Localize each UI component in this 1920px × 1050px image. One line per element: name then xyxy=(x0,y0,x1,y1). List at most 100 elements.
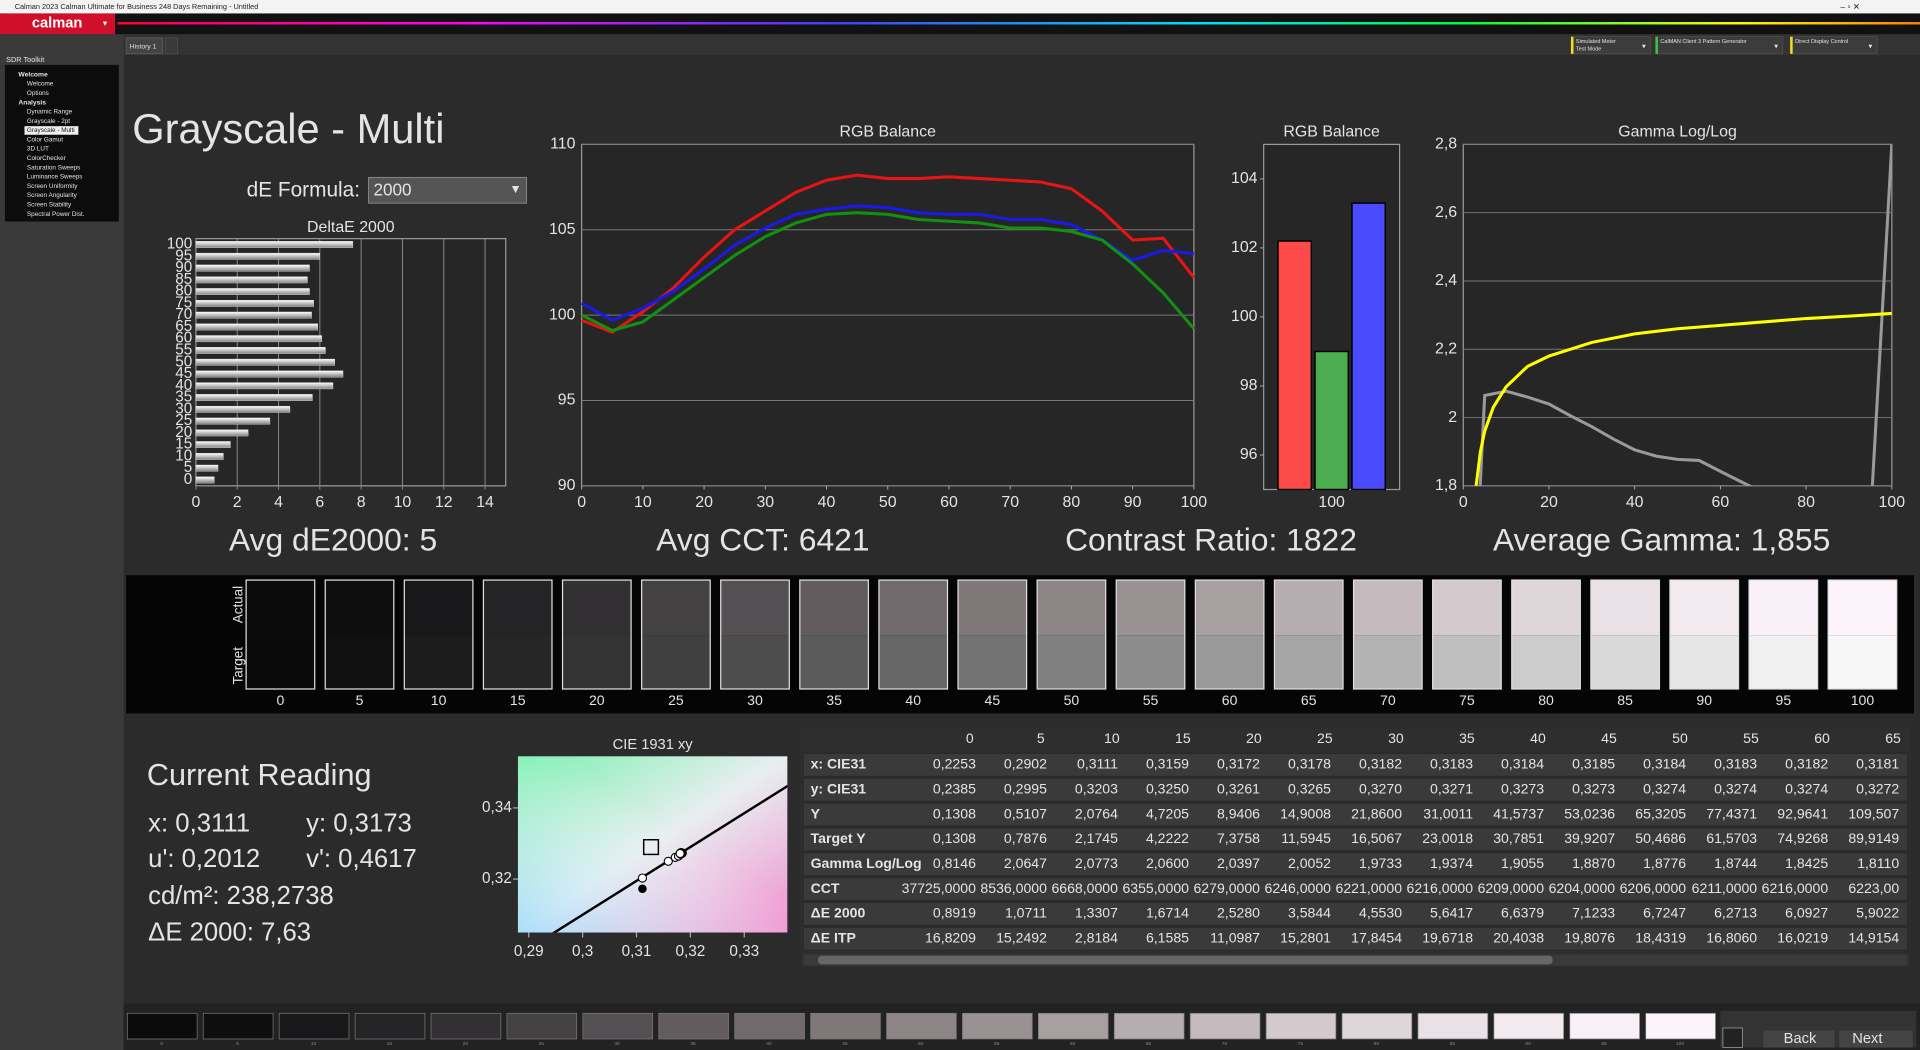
table-cell: 0,3265 xyxy=(1288,780,1331,796)
tree-item[interactable]: Grayscale - Multi xyxy=(27,127,75,134)
swatch-border xyxy=(1352,579,1423,690)
tree-item[interactable]: Saturation Sweeps xyxy=(27,164,80,171)
swatch-border xyxy=(957,579,1028,690)
tree-item[interactable]: Luminance Sweeps xyxy=(27,174,83,181)
next-label: Next xyxy=(1852,1031,1882,1047)
x-tick-label: 90 xyxy=(1124,494,1142,511)
tab[interactable] xyxy=(125,37,164,55)
tree-item[interactable]: Welcome xyxy=(27,81,54,88)
patch-button[interactable] xyxy=(278,1012,350,1040)
tree-item[interactable]: 3D LUT xyxy=(27,146,49,153)
swatch-label: 15 xyxy=(510,692,526,708)
bar xyxy=(195,476,215,484)
logo-area[interactable] xyxy=(0,13,116,35)
table-cell: 0,3270 xyxy=(1359,780,1402,796)
table-cell: 0,3178 xyxy=(1288,756,1331,772)
x-tick-label: 0,29 xyxy=(514,943,544,960)
patch-button[interactable] xyxy=(354,1012,426,1040)
table-cell: 0,3274 xyxy=(1714,780,1757,796)
bar xyxy=(1277,240,1313,491)
tree-item[interactable]: Spectral Power Dist. xyxy=(27,211,85,218)
window-title: Calman 2023 Calman Ultimate for Business… xyxy=(15,2,259,11)
patch-button[interactable] xyxy=(1113,1012,1185,1040)
series-line xyxy=(581,173,1196,334)
bar xyxy=(195,382,334,390)
tree-item[interactable]: Dynamic Range xyxy=(27,109,73,116)
chart-title: RGB Balance xyxy=(1283,123,1380,140)
tree-item[interactable]: Grayscale - 2pt xyxy=(27,118,70,125)
patch-button[interactable] xyxy=(886,1012,957,1040)
patch-button[interactable] xyxy=(1569,1012,1640,1040)
swatch-border xyxy=(1669,579,1740,690)
table-cell: 0,3273 xyxy=(1572,780,1615,796)
table-cell: 5,9022 xyxy=(1856,905,1899,921)
window-controls[interactable]: – ▫ ✕ xyxy=(1840,1,1860,11)
tree-item[interactable]: Screen Stability xyxy=(27,202,72,209)
target-swatch xyxy=(1511,635,1581,689)
patch-button[interactable] xyxy=(582,1012,654,1040)
x-tick-label: 0 xyxy=(191,494,200,511)
patch-label: 35 xyxy=(690,1041,696,1047)
patch-button[interactable] xyxy=(1417,1012,1489,1040)
table-cell: 30,7851 xyxy=(1493,830,1544,846)
table-cell: 0,3184 xyxy=(1643,756,1686,772)
tree-item[interactable]: Color Gamut xyxy=(27,136,63,143)
patch-button[interactable] xyxy=(1189,1012,1261,1040)
patch-button[interactable] xyxy=(1645,1012,1716,1040)
series-line xyxy=(580,204,1195,322)
y-tick-label: 40 xyxy=(175,377,192,394)
patch-button[interactable] xyxy=(202,1012,274,1040)
column-header: 40 xyxy=(1530,730,1546,746)
table-cell: 61,5703 xyxy=(1706,830,1757,846)
row-label: y: CIE31 xyxy=(811,780,867,796)
tree-item[interactable]: Screen Angularity xyxy=(27,192,78,199)
patch-button[interactable] xyxy=(1341,1012,1413,1040)
row-label: Gamma Log/Log xyxy=(811,855,922,871)
formula-dropdown[interactable] xyxy=(368,176,528,204)
table-cell: 0,3274 xyxy=(1785,780,1828,796)
patch-button[interactable] xyxy=(1265,1012,1337,1040)
next-button[interactable] xyxy=(1839,1030,1913,1048)
patch-button[interactable] xyxy=(1038,1012,1109,1040)
logo-menu[interactable]: ▾ xyxy=(103,18,108,28)
x-tick-label: 0 xyxy=(1459,494,1468,511)
table-cell: 31,0011 xyxy=(1423,805,1473,821)
stat: Contrast Ratio: 1822 xyxy=(1065,522,1357,558)
patch-button[interactable] xyxy=(734,1012,805,1040)
table-cell: 15,2801 xyxy=(1280,929,1331,945)
device-arrow: ▾ xyxy=(1642,41,1646,50)
table-row xyxy=(802,851,1909,877)
target-swatch xyxy=(1828,635,1897,689)
table-cell: 1,8110 xyxy=(1857,855,1899,871)
patch-button[interactable] xyxy=(506,1012,578,1040)
tree-item[interactable]: Screen Uniformity xyxy=(27,183,78,190)
stop-button[interactable] xyxy=(1722,1027,1743,1049)
table-cell: 6246,0000 xyxy=(1265,880,1332,896)
device-sub: Test Mode xyxy=(1576,46,1601,52)
patch-label: 65 xyxy=(1146,1041,1152,1047)
y-tick-label: 95 xyxy=(175,247,192,264)
scroll-thumb[interactable] xyxy=(817,955,1553,965)
patch-button[interactable] xyxy=(658,1012,729,1040)
table-cell: 23,0018 xyxy=(1422,830,1473,846)
device-status xyxy=(1571,36,1574,54)
tree-item[interactable]: Options xyxy=(27,90,49,97)
swatch-border xyxy=(799,579,870,690)
patch-button[interactable] xyxy=(810,1012,881,1040)
patch-button[interactable] xyxy=(962,1012,1033,1040)
target-swatch xyxy=(878,635,948,689)
patch-button[interactable] xyxy=(1493,1012,1565,1040)
table-cell: 6,6379 xyxy=(1501,905,1544,921)
back-button[interactable] xyxy=(1763,1030,1835,1048)
add-tab[interactable] xyxy=(165,37,178,55)
table-cell: 0,3172 xyxy=(1217,756,1260,772)
table-cell: 17,8454 xyxy=(1351,929,1402,945)
patch-label: 80 xyxy=(1374,1041,1380,1047)
sidebar-title: SDR Toolkit xyxy=(6,55,44,64)
patch-button[interactable] xyxy=(430,1012,502,1040)
tree-item[interactable]: ColorChecker xyxy=(27,155,67,162)
patch-button[interactable] xyxy=(126,1012,198,1040)
x-tick-label: 0,33 xyxy=(729,943,759,960)
formula-label: dE Formula: xyxy=(247,178,360,201)
